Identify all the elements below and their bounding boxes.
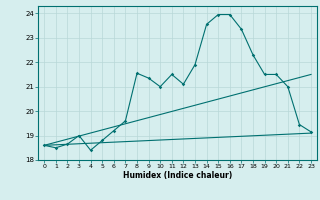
X-axis label: Humidex (Indice chaleur): Humidex (Indice chaleur)	[123, 171, 232, 180]
